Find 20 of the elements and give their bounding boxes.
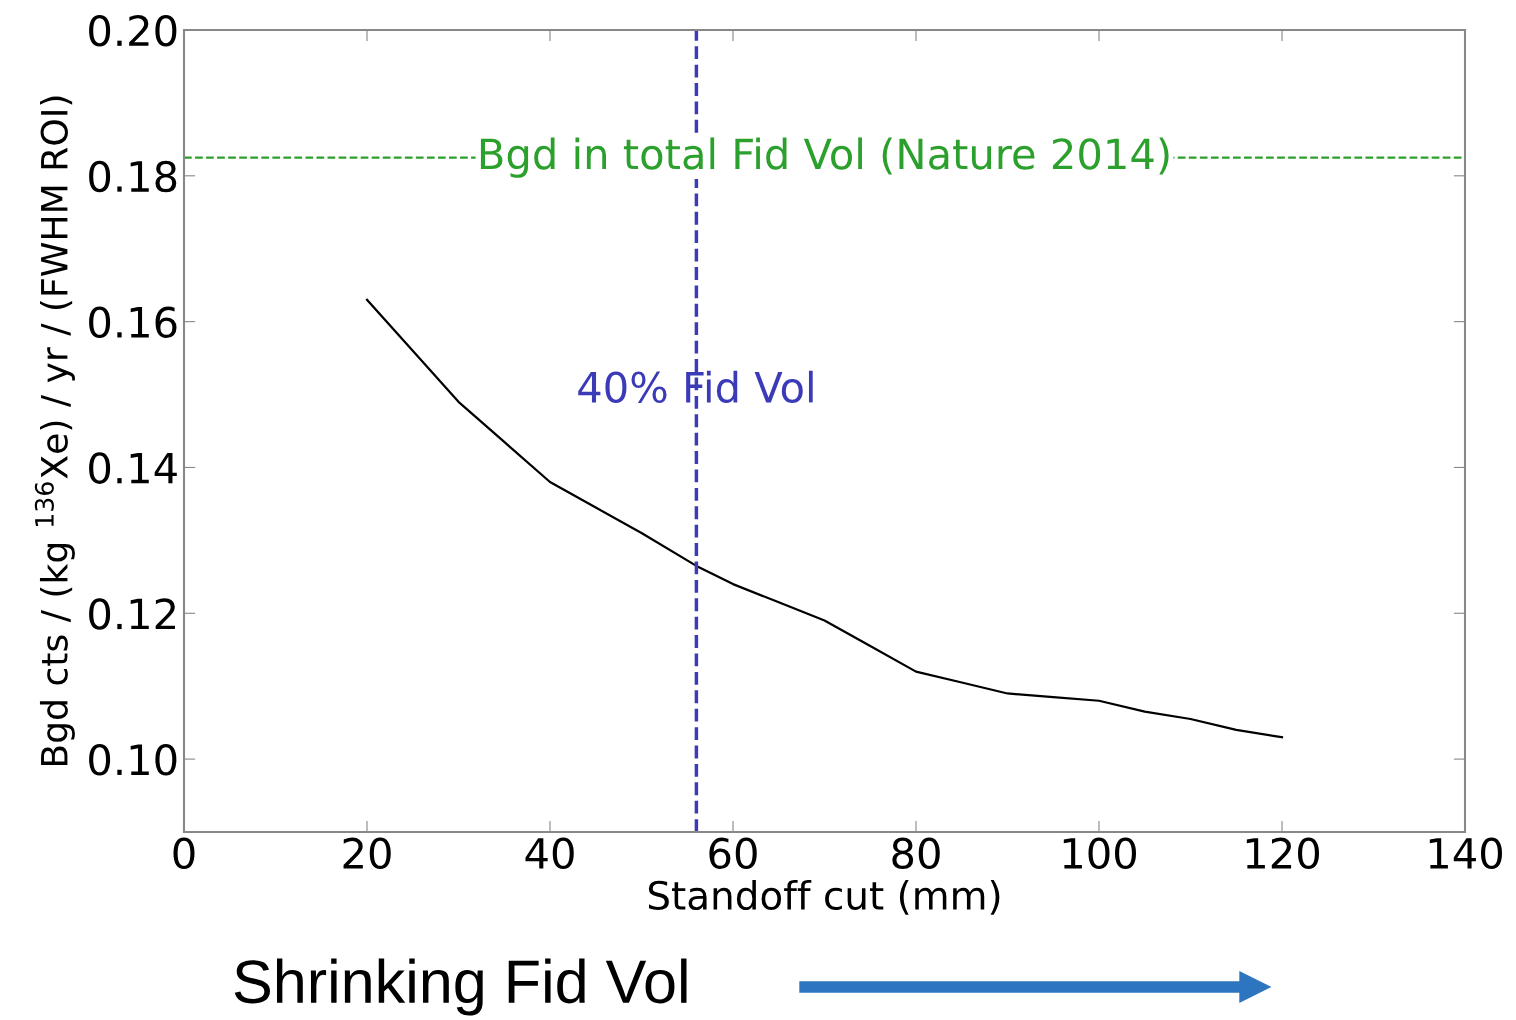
y-tick-label: 0.20 [89, 14, 177, 47]
x-tick-label: 100 [1063, 837, 1136, 870]
y-tick-label: 0.12 [89, 598, 175, 630]
x-tick-label: 20 [343, 837, 391, 870]
x-tick-label: 80 [892, 837, 940, 870]
x-tick-label: 60 [709, 837, 757, 870]
x-tick-label: 120 [1246, 837, 1319, 870]
x-tick-label: 40 [525, 837, 574, 870]
y-axis-title: Bgd cts / (kg $^{136}$Xe) / yr / (FWHM ROI) [34, 96, 75, 766]
y-tick-label: 0.16 [89, 306, 177, 339]
text: Shrinking Fid Vol [234, 958, 687, 1016]
line-series [365, 298, 1284, 739]
y-tick-label: 0.14 [89, 452, 177, 484]
y-tick-label: 0.10 [89, 744, 177, 776]
x-tick-label: 140 [1429, 837, 1502, 870]
x-axis-title: Standoff cut (mm) [648, 879, 1000, 915]
ref-line-label: 40% Fid Vol [578, 370, 813, 403]
x-tick-label: 0 [173, 837, 195, 870]
ref-line-label: Bgd in total Fid Vol (Nature 2014) [480, 137, 1169, 178]
y-tick-label: 0.18 [89, 160, 177, 193]
